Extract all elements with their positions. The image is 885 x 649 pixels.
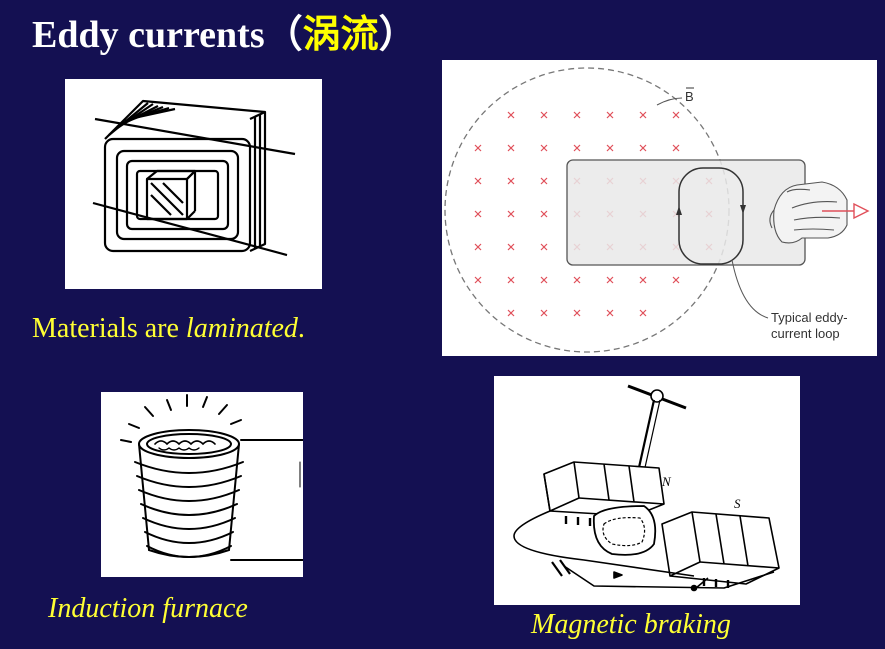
field-x-mark (606, 276, 614, 284)
magnetic-braking-caption: Magnetic braking (531, 608, 731, 642)
field-x-mark (507, 177, 515, 185)
title-paren-open: （ (264, 14, 303, 56)
title-chinese: 涡流 (302, 14, 379, 56)
field-x-mark (507, 309, 515, 317)
pole-s-label: S (734, 496, 741, 511)
field-x-mark (672, 276, 680, 284)
induction-furnace-figure (120, 394, 303, 561)
field-x-mark (474, 243, 482, 251)
field-x-mark (540, 144, 548, 152)
field-x-mark (540, 243, 548, 251)
laminated-caption-plain: Materials are (32, 313, 186, 344)
magnetic-braking-panel: N S (494, 376, 800, 605)
loop-label-line2: current loop (771, 326, 840, 341)
field-x-mark (672, 111, 680, 119)
field-x-mark (540, 177, 548, 185)
eddy-loop-panel: B Typical eddy- current loop (442, 60, 877, 356)
field-x-mark (639, 276, 647, 284)
laminated-core-figure (92, 99, 296, 257)
field-x-mark (639, 111, 647, 119)
field-x-mark (507, 243, 515, 251)
field-x-mark (573, 144, 581, 152)
field-x-mark (474, 276, 482, 284)
induction-furnace-panel (101, 392, 303, 577)
hand-icon (769, 181, 848, 244)
field-x-mark (507, 144, 515, 152)
field-x-mark (573, 276, 581, 284)
induction-furnace-caption: Induction furnace (48, 592, 248, 626)
induction-caption-text: Induction furnace (48, 593, 248, 624)
eddy-current-loop-figure: B Typical eddy- current loop (444, 67, 870, 353)
loop-label-line1: Typical eddy- (771, 310, 848, 325)
field-x-mark (573, 111, 581, 119)
field-x-mark (540, 111, 548, 119)
field-x-mark (672, 144, 680, 152)
field-label: B (685, 89, 694, 104)
field-x-mark (606, 111, 614, 119)
field-x-mark (540, 210, 548, 218)
title-paren-close: ） (378, 14, 417, 56)
field-x-mark (474, 210, 482, 218)
field-x-mark (474, 144, 482, 152)
laminated-caption: Materials are laminated. (32, 312, 305, 346)
field-x-mark (573, 309, 581, 317)
field-x-mark (507, 210, 515, 218)
field-x-mark (606, 144, 614, 152)
field-x-mark (474, 177, 482, 185)
laminated-core-panel (65, 79, 322, 289)
braking-caption-text: Magnetic braking (531, 609, 731, 640)
field-x-mark (639, 309, 647, 317)
pole-n-label: N (661, 474, 672, 489)
magnetic-braking-figure: N S (513, 384, 780, 592)
field-x-mark (507, 111, 515, 119)
field-x-mark (540, 276, 548, 284)
laminated-caption-end: . (297, 313, 305, 344)
slide-title: Eddy currents（涡流） (32, 10, 417, 60)
field-x-mark (507, 276, 515, 284)
field-x-mark (540, 309, 548, 317)
field-x-mark (639, 144, 647, 152)
laminated-caption-italic: laminated (185, 313, 298, 344)
title-main: Eddy currents (32, 14, 265, 56)
field-x-mark (606, 309, 614, 317)
